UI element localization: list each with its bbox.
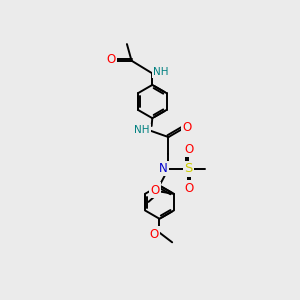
Text: S: S [184, 162, 193, 175]
Text: O: O [182, 121, 191, 134]
Text: O: O [150, 184, 160, 197]
Text: NH: NH [134, 125, 150, 135]
Text: O: O [106, 53, 116, 66]
Text: NH: NH [153, 67, 168, 77]
Text: O: O [150, 227, 159, 241]
Text: N: N [159, 162, 168, 175]
Text: O: O [184, 182, 193, 195]
Text: O: O [184, 143, 193, 156]
